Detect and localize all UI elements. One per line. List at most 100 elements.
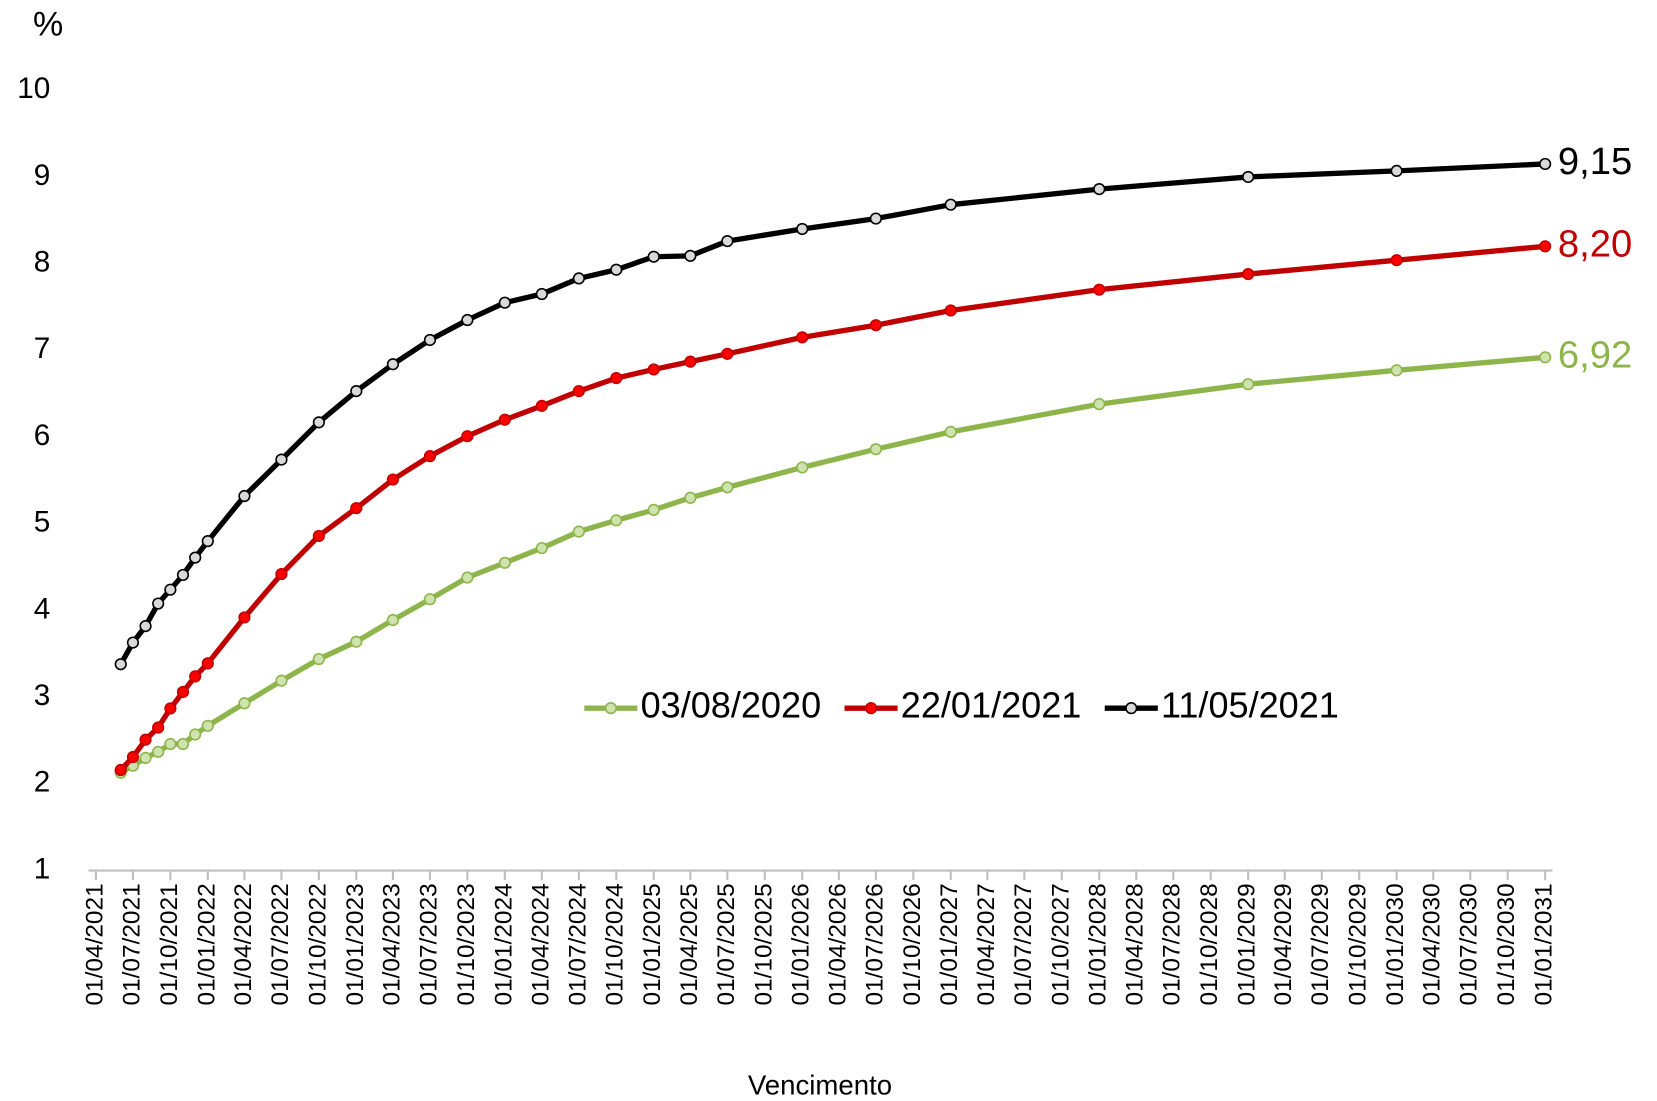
x-tick-label: 01/07/2029 — [1307, 883, 1334, 1005]
marker — [275, 674, 288, 687]
marker — [684, 355, 697, 368]
marker — [1539, 240, 1552, 253]
marker — [189, 728, 202, 741]
y-tick-label: 5 — [34, 506, 51, 539]
marker — [869, 443, 882, 456]
marker — [1390, 254, 1403, 267]
x-tick-label: 01/04/2029 — [1270, 883, 1297, 1005]
marker — [176, 568, 190, 582]
marker — [139, 733, 152, 746]
x-tick-label: 01/10/2026 — [899, 883, 926, 1005]
marker — [386, 473, 400, 486]
marker — [139, 619, 152, 633]
marker — [535, 399, 548, 412]
data-label: 6,92 — [1558, 333, 1632, 376]
y-tick-label: 4 — [34, 592, 51, 625]
marker — [572, 525, 585, 538]
x-tick-label: 01/01/2023 — [342, 883, 369, 1005]
legend-item: 03/08/2020 — [584, 685, 821, 726]
marker — [572, 385, 585, 398]
x-tick-label: 01/07/2026 — [861, 883, 888, 1005]
legend-label: 03/08/2020 — [641, 685, 822, 726]
data-label: 8,20 — [1558, 222, 1632, 265]
marker — [114, 763, 127, 777]
marker — [176, 685, 190, 699]
marker — [721, 235, 734, 248]
x-tick-label: 01/10/2029 — [1345, 883, 1372, 1005]
x-tick-label: 01/01/2022 — [193, 883, 220, 1005]
y-tick-label: 8 — [34, 246, 51, 279]
legend-item: 22/01/2021 — [844, 685, 1082, 726]
x-tick-label: 01/04/2027 — [973, 883, 1000, 1005]
marker — [498, 556, 511, 569]
marker — [721, 347, 734, 360]
marker — [610, 514, 623, 527]
y-axis-title: % — [33, 6, 63, 44]
x-tick-label: 01/07/2021 — [118, 883, 145, 1005]
marker — [201, 657, 214, 670]
marker — [721, 481, 734, 494]
marker — [423, 593, 437, 606]
marker — [796, 461, 809, 474]
marker — [461, 313, 474, 327]
x-axis-title: Vencimento — [748, 1069, 892, 1100]
marker — [944, 304, 957, 317]
legend-label: 11/05/2021 — [1161, 685, 1339, 726]
marker — [423, 333, 437, 347]
x-tick-label: 01/07/2022 — [267, 883, 294, 1005]
marker — [139, 751, 152, 764]
x-tick-label: 01/04/2026 — [824, 883, 851, 1005]
marker — [350, 385, 363, 398]
marker — [126, 750, 140, 764]
marker — [152, 745, 165, 758]
marker — [238, 489, 251, 503]
x-tick-label: 01/10/2021 — [156, 883, 183, 1005]
y-tick-label: 10 — [17, 72, 50, 105]
marker — [189, 551, 202, 564]
marker — [535, 287, 548, 301]
x-tick-label: 01/07/2028 — [1159, 883, 1186, 1005]
x-tick-label: 01/01/2027 — [936, 883, 963, 1005]
marker — [944, 425, 957, 438]
marker — [461, 430, 474, 443]
x-tick-label: 01/07/2023 — [415, 883, 442, 1005]
marker — [1539, 351, 1552, 364]
x-tick-label: 01/01/2031 — [1531, 883, 1558, 1005]
marker — [610, 263, 623, 276]
x-tick-label: 01/10/2027 — [1047, 883, 1074, 1005]
marker — [869, 319, 882, 332]
x-tick-label: 01/04/2030 — [1419, 883, 1446, 1005]
x-tick-label: 01/04/2028 — [1122, 883, 1149, 1005]
x-tick-label: 01/10/2022 — [304, 883, 331, 1005]
marker — [152, 721, 165, 734]
marker — [238, 611, 251, 624]
marker — [647, 363, 660, 376]
marker — [684, 491, 697, 504]
x-tick-label: 01/01/2025 — [639, 883, 666, 1005]
marker — [1242, 267, 1255, 281]
marker — [1390, 164, 1403, 177]
legend-label: 22/01/2021 — [901, 685, 1082, 726]
x-tick-label: 01/01/2029 — [1234, 883, 1261, 1005]
marker — [126, 636, 140, 649]
marker — [1093, 283, 1106, 296]
marker — [386, 358, 400, 371]
y-tick-label: 9 — [34, 159, 51, 192]
marker — [275, 567, 288, 581]
x-tick-label: 01/07/2027 — [1010, 883, 1037, 1005]
x-tick-label: 01/04/2024 — [527, 883, 554, 1005]
x-tick-label: 01/07/2030 — [1456, 883, 1483, 1005]
marker — [312, 652, 325, 666]
x-tick-label: 01/01/2026 — [788, 883, 815, 1005]
marker — [1093, 398, 1106, 411]
marker — [201, 719, 214, 732]
marker — [201, 535, 214, 548]
marker — [796, 222, 809, 236]
legend-marker — [604, 702, 617, 715]
marker — [238, 697, 251, 710]
x-tick-label: 01/01/2024 — [490, 883, 517, 1005]
x-tick-label: 01/10/2025 — [750, 883, 777, 1005]
y-tick-label: 3 — [34, 679, 51, 712]
x-tick-label: 01/10/2023 — [453, 883, 480, 1005]
y-tick-label: 7 — [34, 332, 51, 365]
